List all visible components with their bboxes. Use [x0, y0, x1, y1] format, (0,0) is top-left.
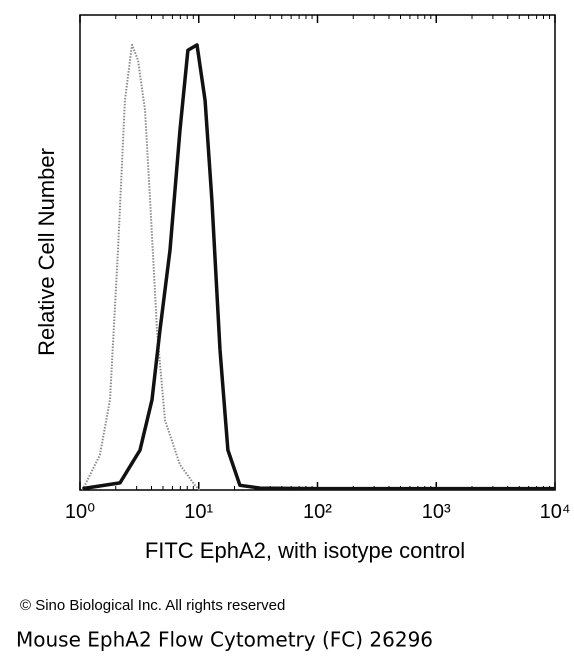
caption: Mouse EphA2 Flow Cytometry (FC) 26296	[16, 628, 433, 652]
x-tick-label: 10³	[422, 501, 451, 523]
x-axis-label: FITC EphA2, with isotype control	[145, 538, 465, 563]
x-tick-label: 10⁰	[65, 501, 95, 523]
x-tick-label: 10¹	[184, 501, 213, 523]
plot-frame	[79, 14, 556, 491]
x-tick-label: 10²	[303, 501, 332, 523]
y-axis-label: Relative Cell Number	[34, 148, 59, 356]
histogram-line	[81, 43, 201, 491]
copyright: © Sino Biological Inc. All rights reserv…	[20, 597, 285, 614]
x-tick-label: 10⁴	[540, 501, 571, 523]
histogram-line	[82, 43, 555, 491]
